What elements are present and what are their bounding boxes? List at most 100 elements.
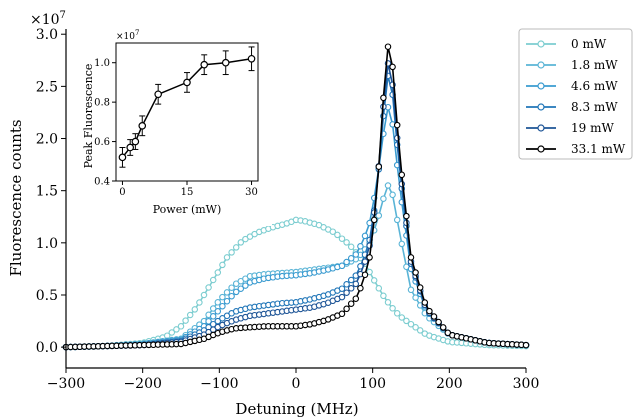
- data-point: [338, 262, 346, 270]
- main-x-tick-label: 200: [436, 376, 463, 392]
- data-point: [347, 276, 355, 284]
- legend-marker: [537, 124, 545, 132]
- legend-item: 1.8 mW: [526, 58, 618, 72]
- inset-series-group: [118, 46, 256, 168]
- inset-y-axis-label: Peak Fluorescence: [82, 64, 95, 169]
- data-point: [219, 261, 226, 269]
- data-point: [214, 269, 222, 276]
- inset-y-tick-label: 1.0: [94, 58, 110, 69]
- data-point: [522, 341, 530, 349]
- inset-data-point: [247, 54, 256, 63]
- data-point: [205, 284, 212, 291]
- data-point: [173, 326, 180, 333]
- inset-data-point: [138, 122, 147, 130]
- data-point: [384, 299, 392, 306]
- data-point: [205, 318, 212, 325]
- inset-data-point: [118, 153, 127, 162]
- legend-label: 0 mW: [571, 37, 607, 51]
- data-point: [380, 292, 387, 300]
- data-point: [412, 294, 419, 301]
- inset-y-tick-label: 0.6: [94, 137, 110, 148]
- legend-label: 33.1 mW: [571, 142, 626, 156]
- series-5: [62, 43, 530, 351]
- data-point: [338, 293, 346, 301]
- data-point: [214, 317, 222, 325]
- inset-x-tick-label: 15: [181, 187, 194, 198]
- main-series-group: [62, 43, 530, 351]
- data-point: [232, 244, 240, 251]
- data-point: [343, 239, 350, 246]
- data-point: [168, 329, 176, 336]
- data-point: [200, 291, 208, 299]
- main-y-tick-label: 2.5: [36, 79, 58, 95]
- data-point: [357, 243, 364, 250]
- data-point: [182, 317, 189, 324]
- main-y-tick-label: 0.0: [36, 340, 58, 356]
- data-point: [343, 289, 350, 296]
- data-point: [186, 311, 194, 319]
- main-x-axis-label: Detuning (MHz): [235, 400, 358, 418]
- data-point: [389, 191, 396, 199]
- data-point: [398, 314, 406, 321]
- data-point: [232, 288, 240, 296]
- data-point: [361, 258, 369, 265]
- data-point: [361, 232, 369, 240]
- data-point: [380, 195, 387, 202]
- main-x-tick-label: 100: [359, 376, 386, 392]
- main-y-tick-label: 0.5: [36, 288, 58, 304]
- legend-marker: [537, 61, 545, 69]
- legend: 0 mW 1.8 mW 4.6 mW 8.3 mW 19 mW 33.1 mW: [518, 28, 633, 160]
- data-point: [384, 182, 392, 189]
- legend-marker: [537, 103, 545, 111]
- data-point: [389, 305, 396, 312]
- inset-data-point: [154, 90, 162, 99]
- data-point: [352, 295, 360, 302]
- data-point: [219, 302, 226, 310]
- legend-marker: [537, 40, 545, 48]
- data-point: [375, 212, 383, 219]
- data-point: [329, 228, 337, 235]
- data-point: [403, 212, 410, 220]
- data-point: [347, 300, 355, 307]
- main-x-tick-label: 300: [513, 376, 540, 392]
- data-point: [352, 280, 360, 288]
- main-y-tick-label: 2.0: [36, 132, 58, 148]
- data-point: [375, 163, 383, 170]
- main-y-axis-label: Fluorescence counts: [7, 119, 25, 276]
- series-0: [62, 216, 530, 351]
- inset-data-point: [131, 137, 140, 146]
- data-point: [393, 216, 401, 224]
- main-y-multiplier: ×107: [30, 10, 66, 28]
- main-y-tick-label: 3.0: [36, 27, 58, 43]
- data-point: [347, 285, 355, 292]
- data-point: [223, 254, 231, 261]
- data-point: [338, 285, 346, 292]
- data-point: [393, 310, 401, 317]
- data-point: [209, 313, 217, 320]
- data-point: [416, 284, 424, 291]
- data-point: [380, 94, 387, 102]
- data-point: [370, 277, 378, 284]
- legend-label: 4.6 mW: [571, 79, 618, 93]
- data-point: [347, 255, 355, 262]
- inset-axes: 0 15 30 0.4 0.6 0.8 1.0: [94, 42, 259, 198]
- main-x-tick-label: −300: [47, 376, 85, 392]
- legend-item: 19 mW: [526, 121, 614, 135]
- data-point: [223, 297, 231, 305]
- data-point: [389, 63, 396, 71]
- data-point: [375, 285, 383, 292]
- data-point: [384, 43, 392, 50]
- main-chart: −300 −200 −100 0 100 200 3000.00.51.01.52.02.5…: [7, 10, 539, 418]
- data-point: [219, 293, 226, 301]
- data-point: [407, 320, 415, 328]
- inset-data-point: [221, 58, 230, 67]
- data-point: [177, 323, 185, 330]
- data-point: [426, 307, 433, 315]
- data-point: [366, 254, 373, 261]
- data-point: [421, 299, 429, 306]
- inset-y-tick-label: 0.4: [94, 177, 110, 188]
- data-point: [412, 324, 419, 331]
- data-point: [398, 171, 406, 179]
- data-point: [343, 258, 350, 266]
